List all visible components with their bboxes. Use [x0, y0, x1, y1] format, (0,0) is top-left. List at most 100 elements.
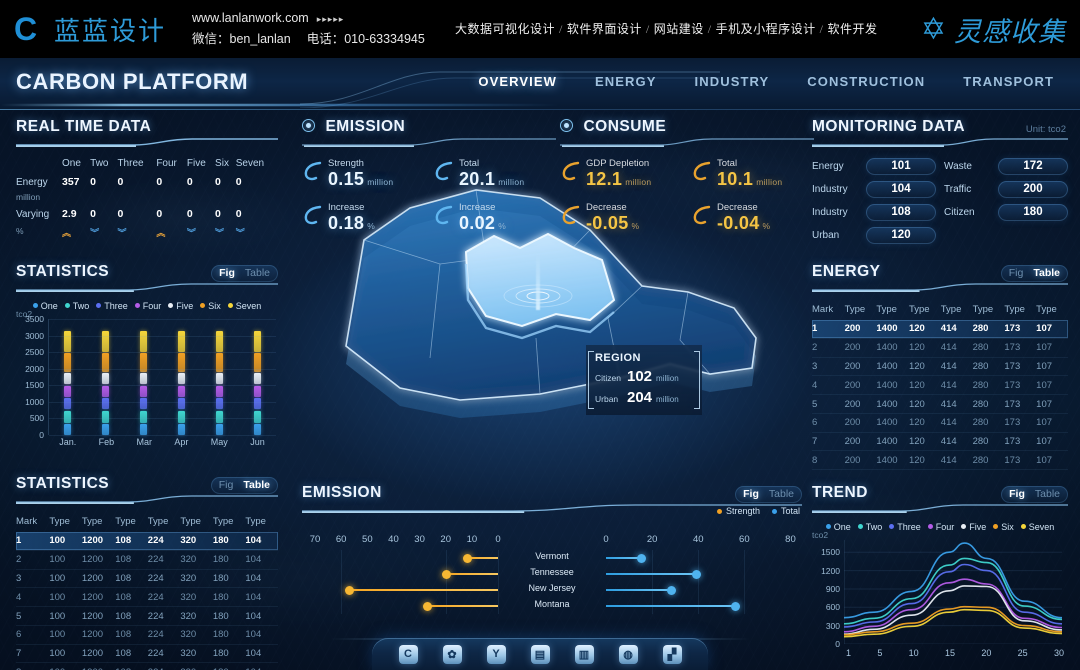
report-icon[interactable]: ▥: [574, 644, 594, 664]
monitoring-data-panel: MONITORING DATA Unit: tco2 Energy 101 Wa…: [812, 118, 1068, 244]
save-icon[interactable]: ▤: [530, 644, 550, 664]
bar-column[interactable]: [64, 330, 72, 435]
x-tick: 15: [944, 648, 955, 658]
title-underline: [812, 504, 1068, 513]
table-row[interactable]: 1 100 1200 108 224 320 180 104: [16, 532, 278, 551]
table-row[interactable]: 7 100 1200 108 224 320 180 104: [16, 644, 278, 663]
legend-item-two[interactable]: Two: [857, 522, 882, 532]
energy-view-toggle[interactable]: Fig Table: [1000, 265, 1068, 282]
promo-phone: 电话：010-63334945: [306, 32, 425, 46]
table-row[interactable]: 1 200 1400 120 414 280 173 107: [812, 320, 1068, 339]
bar-segment: [64, 353, 72, 372]
table-cell: 414: [940, 323, 957, 335]
toggle-table[interactable]: Table: [1033, 267, 1060, 279]
legend-item-one[interactable]: One: [825, 522, 851, 532]
table-row[interactable]: 6 200 1400 120 414 280 173 107: [812, 413, 1068, 433]
butterfly-label: Tennessee: [530, 567, 574, 577]
toggle-table[interactable]: Table: [768, 488, 794, 500]
table-cell: 173: [1004, 342, 1021, 354]
bar-column[interactable]: [253, 330, 261, 435]
table-row[interactable]: 4 100 1200 108 224 320 180 104: [16, 588, 278, 607]
statistics-plot-area: tco2 0 500 1000 1500 2000 2500 3000 3500 Jan. Fe…: [16, 309, 278, 447]
emission-view-toggle[interactable]: Fig Table: [735, 486, 802, 503]
nav-item-construction[interactable]: CONSTRUCTION: [807, 74, 926, 89]
table-row[interactable]: 7 200 1400 120 414 280 173 107: [812, 432, 1068, 451]
rtd-varying-v4: 0: [186, 208, 193, 220]
table-row[interactable]: 6 100 1200 108 224 320 180 104: [16, 625, 278, 645]
legend-item-four[interactable]: Four: [134, 301, 161, 311]
legend-item-four[interactable]: Four: [927, 522, 954, 532]
butterfly-row[interactable]: Vermont: [302, 550, 802, 566]
x-tick: Jun: [250, 437, 265, 447]
table-row[interactable]: 2 100 1200 108 224 320 180 104: [16, 550, 278, 570]
home-icon[interactable]: C: [398, 644, 418, 664]
legend-item-six[interactable]: Six: [993, 522, 1014, 532]
table-cell: 180: [212, 572, 229, 584]
legend-item-seven[interactable]: Seven: [1020, 522, 1054, 532]
table-row[interactable]: 3 200 1400 120 414 280 173 107: [812, 357, 1068, 376]
table-header-row: One Two Three Four Five Six Seven: [16, 156, 278, 173]
toggle-table[interactable]: Table: [243, 479, 270, 491]
table-row: Varying 2.9 0 0 0 0 0 0: [16, 205, 278, 223]
table-cell: 4: [812, 379, 818, 391]
toggle-table[interactable]: Table: [244, 267, 270, 279]
toggle-fig[interactable]: Fig: [218, 479, 234, 491]
table-cell: 224: [147, 554, 164, 566]
table-cell: 173: [1004, 454, 1021, 466]
monitoring-grid: Energy 101 Waste 172 Industry 104 Traffi…: [812, 158, 1068, 244]
rtd-energy-v6: 0: [235, 176, 242, 188]
butterfly-row[interactable]: New Jersey: [302, 582, 802, 598]
trend-view-toggle[interactable]: Fig Table: [1001, 486, 1068, 503]
statistics-view-toggle[interactable]: Fig Table: [211, 265, 278, 282]
nav-item-energy[interactable]: ENERGY: [595, 74, 657, 89]
table-row[interactable]: 4 200 1400 120 414 280 173 107: [812, 376, 1068, 395]
table-row[interactable]: 5 100 1200 108 224 320 180 104: [16, 607, 278, 626]
globe-icon[interactable]: ◍: [618, 644, 638, 664]
settings-icon[interactable]: ✿: [442, 644, 462, 664]
promo-wechat: 微信：ben_lanlan: [192, 32, 291, 46]
apps-icon[interactable]: ▞: [662, 644, 682, 664]
toggle-fig[interactable]: Fig: [1008, 267, 1024, 279]
statistics-table-view-toggle[interactable]: Fig Table: [210, 477, 278, 494]
energy-table[interactable]: Mark Type Type Type Type Type Type Type 1 200 1400…: [812, 301, 1068, 470]
legend-item-one[interactable]: One: [32, 301, 58, 311]
kpi-value: 10.1: [717, 169, 754, 189]
legend-item-seven[interactable]: Seven: [227, 301, 261, 311]
table-cell: 180: [212, 535, 229, 547]
target-icon[interactable]: Y: [486, 644, 506, 664]
nav-item-industry[interactable]: INDUSTRY: [694, 74, 770, 89]
nav-item-overview[interactable]: OVERVIEW: [478, 74, 557, 89]
table-row[interactable]: 81001200108224320180104: [16, 663, 278, 670]
table-row[interactable]: 8 200 1400 120 414 280 173 107: [812, 451, 1068, 470]
table-row[interactable]: 2 200 1400 120 414 280 173 107: [812, 338, 1068, 358]
toggle-fig[interactable]: Fig: [219, 267, 235, 279]
toggle-fig[interactable]: Fig: [743, 488, 759, 500]
bar-column[interactable]: [215, 330, 223, 435]
panel-header: ENERGY Fig Table: [812, 263, 1068, 292]
emission-chart-title: EMISSION: [302, 484, 382, 501]
y-tick: 0: [835, 639, 840, 649]
bar-column[interactable]: [140, 330, 148, 435]
table-row[interactable]: 3 100 1200 108 224 320 180 104: [16, 569, 278, 588]
table-cell: 1400: [876, 323, 898, 335]
legend-item-five[interactable]: Five: [168, 301, 193, 311]
legend-item-three[interactable]: Three: [889, 522, 921, 532]
legend-item-five[interactable]: Five: [961, 522, 986, 532]
table-cell: 414: [940, 360, 957, 372]
table-row[interactable]: 5 200 1400 120 414 280 173 107: [812, 395, 1068, 414]
kpi-value: 12.1: [586, 169, 623, 189]
butterfly-row[interactable]: Montana: [302, 598, 802, 614]
legend-item-two[interactable]: Two: [64, 301, 89, 311]
legend-item-six[interactable]: Six: [200, 301, 221, 311]
table-cell: 224: [147, 591, 164, 603]
legend-item-three[interactable]: Three: [96, 301, 128, 311]
nav-item-transport[interactable]: TRANSPORT: [963, 74, 1054, 89]
butterfly-row[interactable]: Tennessee: [302, 566, 802, 582]
bar-column[interactable]: [177, 330, 185, 435]
page-title: CARBON PLATFORM: [16, 69, 249, 94]
toggle-table[interactable]: Table: [1034, 488, 1060, 500]
statistics-table[interactable]: Mark Type Type Type Type Type Type Type 1 100 1200…: [16, 513, 278, 670]
toggle-fig[interactable]: Fig: [1009, 488, 1025, 500]
emission-kpi-grid: Strength 0.15 million Total 20.1 million I…: [302, 158, 556, 236]
bar-column[interactable]: [102, 330, 110, 435]
